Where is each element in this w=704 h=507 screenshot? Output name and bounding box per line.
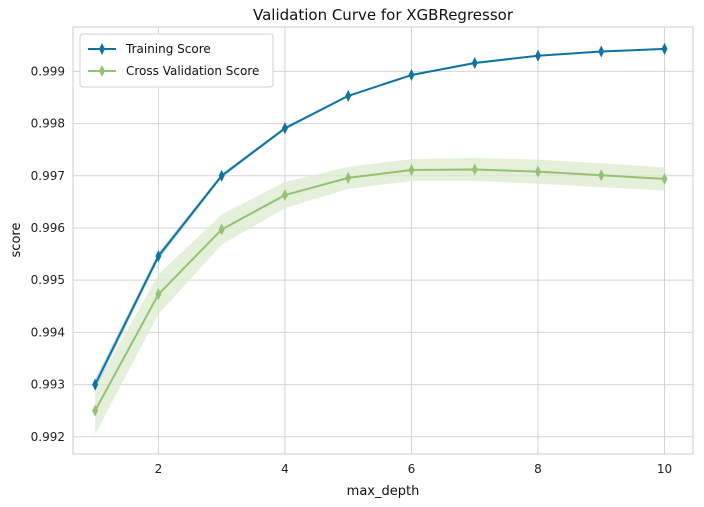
legend-training-marker — [99, 43, 105, 55]
series-0-point — [345, 89, 352, 102]
series-1-point — [155, 288, 162, 301]
series-0-point — [535, 49, 541, 62]
y-tick-label: 0.993 — [31, 378, 65, 392]
y-tick-label: 0.997 — [31, 169, 65, 183]
series-1-point — [598, 169, 605, 182]
series-0-point — [281, 122, 288, 135]
series-1-line — [94, 168, 665, 412]
y-tick-label: 0.998 — [31, 117, 65, 131]
series-0-line — [94, 47, 665, 386]
x-tick-label: 8 — [534, 462, 542, 476]
y-tick-label: 0.996 — [31, 221, 65, 235]
series-0-point — [155, 250, 162, 263]
series-1-point — [92, 404, 99, 417]
series-1-point — [218, 223, 225, 236]
y-tick-label: 0.995 — [31, 273, 65, 287]
series-markers — [92, 42, 668, 417]
x-tick-label: 4 — [281, 462, 289, 476]
series-0-point — [218, 169, 225, 182]
x-tick-label: 6 — [408, 462, 416, 476]
series-0-point — [92, 378, 99, 391]
y-axis-title: score — [9, 223, 24, 258]
series-lines — [94, 47, 665, 412]
legend-cv-marker — [99, 65, 105, 77]
grid-lines — [73, 27, 693, 454]
series-0-point — [598, 45, 605, 58]
y-tick-label: 0.994 — [31, 325, 65, 339]
series-1-point — [535, 165, 541, 178]
legend-cv-label: Cross Validation Score — [126, 64, 259, 78]
legend-training-label: Training Score — [125, 42, 211, 56]
legend: Training Score Cross Validation Score — [79, 33, 274, 88]
series-1-point — [661, 172, 668, 185]
series-1-point — [408, 164, 415, 177]
series-1-point — [281, 189, 288, 202]
series-1-point — [471, 163, 478, 176]
x-axis-title: max_depth — [347, 484, 420, 499]
chart-title: Validation Curve for XGBRegressor — [253, 6, 514, 24]
confidence-bands — [95, 48, 665, 435]
y-tick-label: 0.999 — [31, 64, 65, 78]
plot-background — [72, 26, 694, 455]
series-0-point — [661, 42, 668, 55]
y-tick-label: 0.992 — [31, 430, 65, 444]
tick-labels: 2 4 6 8 10 0.992 0.993 0.994 0.995 0.996 0.997 0.99… — [31, 64, 673, 476]
series-0-point — [408, 69, 415, 82]
legend-box — [79, 33, 274, 88]
x-tick-label: 2 — [155, 462, 163, 476]
series-1-band — [95, 158, 665, 435]
series-1-point — [345, 171, 352, 184]
x-tick-label: 10 — [657, 462, 672, 476]
series-0-point — [471, 57, 478, 70]
